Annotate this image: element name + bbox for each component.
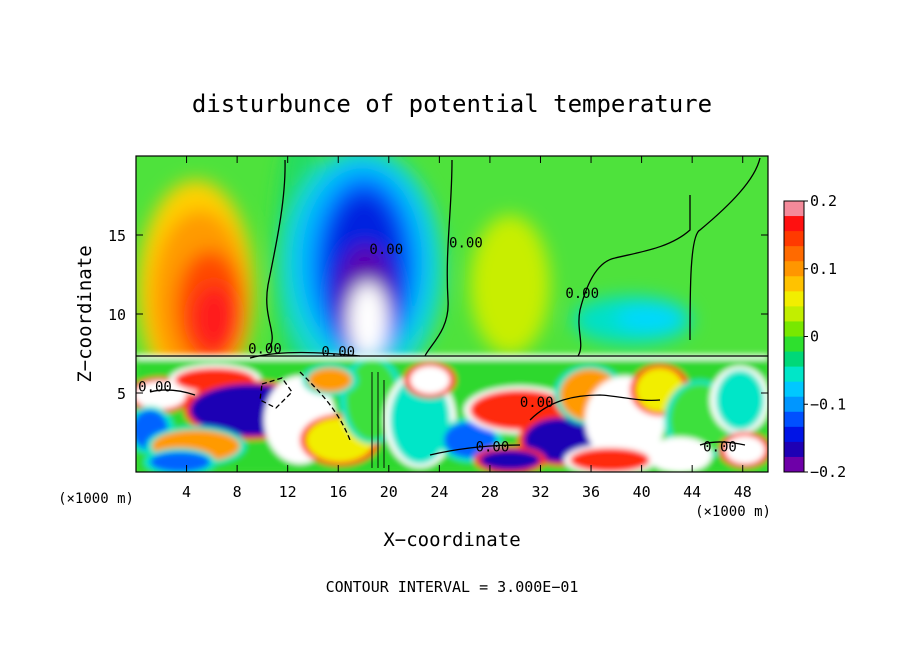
x-tick-label: 28 xyxy=(481,483,499,501)
plot-area: 0.00 0.00 0.00 0.00 0.00 0.00 0.00 0.00 0.00 xyxy=(136,156,768,472)
contour-line-negative xyxy=(259,377,293,409)
contour-lines xyxy=(136,157,768,468)
y-axis: 5 10 15 xyxy=(108,227,768,403)
turbulent-patch xyxy=(480,450,540,470)
x-tick-label: 20 xyxy=(380,483,398,501)
x-tick-label: 4 xyxy=(182,483,191,501)
x-tick-label: 40 xyxy=(633,483,651,501)
contour-label: 0.00 xyxy=(520,395,554,411)
colorbar-segment xyxy=(784,306,804,322)
contour-line xyxy=(371,372,385,468)
contour-labels: 0.00 0.00 0.00 0.00 0.00 0.00 0.00 0.00 0.00 xyxy=(138,236,737,456)
colorbar-segment xyxy=(784,366,804,383)
x-unit-left: (×1000 m) xyxy=(58,491,134,507)
contour-line xyxy=(249,351,361,359)
turbulent-patch xyxy=(390,376,450,464)
contour-label: 0.00 xyxy=(476,439,510,455)
warm-region xyxy=(470,215,550,355)
x-tick-label: 48 xyxy=(734,483,752,501)
colorbar-segment xyxy=(784,261,804,277)
contour-line xyxy=(699,441,746,446)
x-tick-label: 32 xyxy=(531,483,549,501)
colorbar-tick-label: 0.2 xyxy=(810,192,837,210)
x-tick-label: 44 xyxy=(683,483,701,501)
chart-title: disturbunce of potential temperature xyxy=(192,90,712,118)
colorbar-segment xyxy=(784,246,804,262)
contour-label: 0.00 xyxy=(138,379,172,395)
x-tick-label: 24 xyxy=(430,483,448,501)
colorbar-segment xyxy=(784,426,804,443)
cool-region xyxy=(616,304,684,332)
y-tick-label: 5 xyxy=(117,385,126,403)
contour-line xyxy=(266,159,286,351)
contour-interval-note: CONTOUR INTERVAL = 3.000E−01 xyxy=(326,578,579,596)
colorbar-segment xyxy=(784,456,804,473)
contour-line xyxy=(149,389,196,396)
y-tick-label: 10 xyxy=(108,306,126,324)
turbulent-patch xyxy=(570,448,650,472)
contour-line xyxy=(577,195,691,357)
turbulent-patch xyxy=(136,381,186,409)
y-axis-label: Z−coordinate xyxy=(74,245,96,382)
colorbar-segment xyxy=(784,351,804,368)
colorbar-tick-label: −0.1 xyxy=(810,395,846,413)
y-tick-label: 15 xyxy=(108,227,126,245)
x-tick-label: 16 xyxy=(329,483,347,501)
colorbar-segment xyxy=(784,441,804,458)
colorbar-tick-label: 0.1 xyxy=(810,260,837,278)
warm-region xyxy=(192,284,236,352)
turbulent-patch xyxy=(410,366,450,394)
colorbar-segment xyxy=(784,321,804,337)
cold-core xyxy=(348,282,388,358)
turbulent-patch xyxy=(654,441,706,469)
upper-field xyxy=(138,156,692,400)
colorbar-segment xyxy=(784,276,804,292)
colorbar-segment xyxy=(784,411,804,428)
colorbar-segment xyxy=(784,381,804,398)
turbulent-patch xyxy=(716,370,764,430)
colorbar-segment xyxy=(784,216,804,232)
x-axis-label: X−coordinate xyxy=(383,529,520,551)
x-tick-label: 36 xyxy=(582,483,600,501)
contour-label: 0.00 xyxy=(369,242,403,258)
colorbar-tick-label: −0.2 xyxy=(810,463,846,481)
interface-band xyxy=(136,354,768,360)
colorbar-tick-label: 0 xyxy=(810,328,819,346)
turbulent-patch xyxy=(150,452,210,472)
x-unit-right: (×1000 m) xyxy=(695,504,771,520)
contour-line xyxy=(689,157,761,341)
contour-label: 0.00 xyxy=(565,286,599,302)
colorbar-segment xyxy=(784,201,804,217)
x-tick-label: 12 xyxy=(279,483,297,501)
lower-field xyxy=(136,354,768,472)
contour-line xyxy=(429,444,521,456)
contour-label: 0.00 xyxy=(703,439,737,455)
contour-label: 0.00 xyxy=(248,342,282,358)
turbulent-patch xyxy=(308,368,352,392)
colorbar-segment xyxy=(784,291,804,307)
x-tick-label: 8 xyxy=(233,483,242,501)
colorbar-segment xyxy=(784,336,804,353)
x-axis: 4 8 12 16 20 24 28 32 36 40 44 48 xyxy=(182,156,752,501)
contour-line xyxy=(424,159,453,357)
contour-line-negative xyxy=(299,371,351,441)
contour-line xyxy=(529,394,661,421)
colorbar: 0.2 0.1 0 −0.1 −0.2 xyxy=(783,192,846,481)
turbulent-patch xyxy=(444,422,496,458)
colorbar-segment xyxy=(784,396,804,413)
contour-label: 0.00 xyxy=(321,345,355,361)
contour-label: 0.00 xyxy=(449,236,483,252)
colorbar-segment xyxy=(784,231,804,247)
